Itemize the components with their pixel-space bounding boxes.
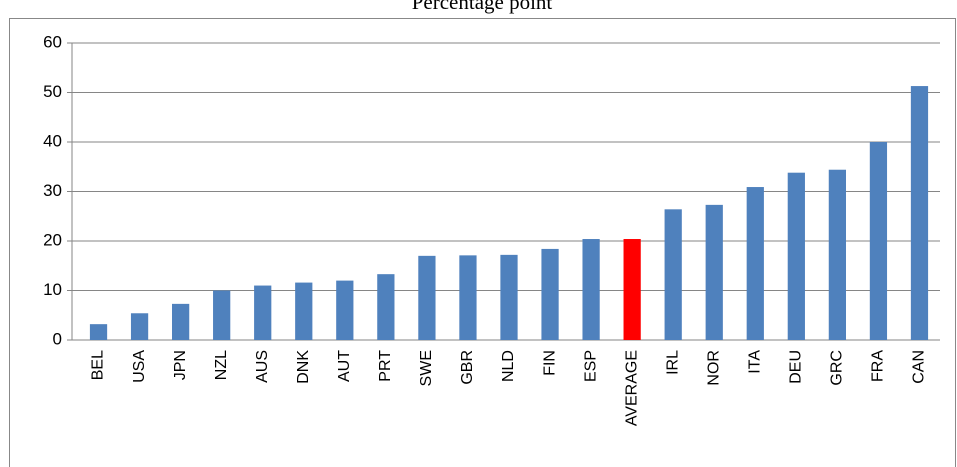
bar <box>869 142 888 340</box>
y-tick-label: 10 <box>43 280 62 299</box>
y-tick-label: 0 <box>53 329 62 348</box>
bar <box>336 280 354 340</box>
y-tick-label: 40 <box>43 131 62 150</box>
x-tick-label: IRL <box>664 350 681 375</box>
bar <box>377 274 395 340</box>
bar <box>541 248 559 340</box>
bar <box>705 204 723 340</box>
bar <box>582 239 600 340</box>
chart-border <box>9 18 956 467</box>
x-tick-label: FRA <box>870 350 887 382</box>
x-tick-label: PRT <box>377 350 394 382</box>
y-tick-label: 20 <box>43 230 62 249</box>
x-tick-label: NOR <box>705 350 722 386</box>
y-tick-label: 50 <box>43 82 62 101</box>
x-tick-label: AUS <box>254 350 271 383</box>
bar <box>418 255 436 340</box>
x-tick-label: ITA <box>747 350 764 374</box>
x-tick-label: AUT <box>336 350 353 382</box>
x-tick-label: FIN <box>541 350 558 376</box>
bar <box>254 285 272 340</box>
x-tick-label: ESP <box>582 350 599 382</box>
chart-title: Percentage point <box>412 0 553 14</box>
x-tick-label: BEL <box>90 350 107 380</box>
bar <box>459 255 477 340</box>
bar <box>171 303 190 340</box>
y-tick-label: 30 <box>43 181 62 200</box>
bar <box>295 282 313 340</box>
bar <box>130 313 149 340</box>
x-tick-label: DNK <box>295 350 312 384</box>
x-tick-label: JPN <box>172 350 189 380</box>
bar <box>787 172 805 340</box>
bar <box>500 254 518 340</box>
bar <box>910 86 929 340</box>
x-tick-label: USA <box>131 350 148 383</box>
x-tick-label: GBR <box>459 350 476 385</box>
bar <box>828 169 847 340</box>
x-tick-label: NLD <box>500 350 517 382</box>
x-tick-label: SWE <box>418 350 435 386</box>
x-tick-label: CAN <box>911 350 928 384</box>
bar <box>213 290 231 340</box>
x-tick-label: DEU <box>788 350 805 384</box>
bar <box>89 324 108 340</box>
bar <box>623 239 641 340</box>
x-tick-label: AVERAGE <box>623 350 640 426</box>
bar <box>664 209 682 340</box>
y-tick-label: 60 <box>43 32 62 51</box>
x-tick-label: NZL <box>213 350 230 380</box>
bar <box>746 187 764 340</box>
x-tick-label: GRC <box>829 350 846 386</box>
